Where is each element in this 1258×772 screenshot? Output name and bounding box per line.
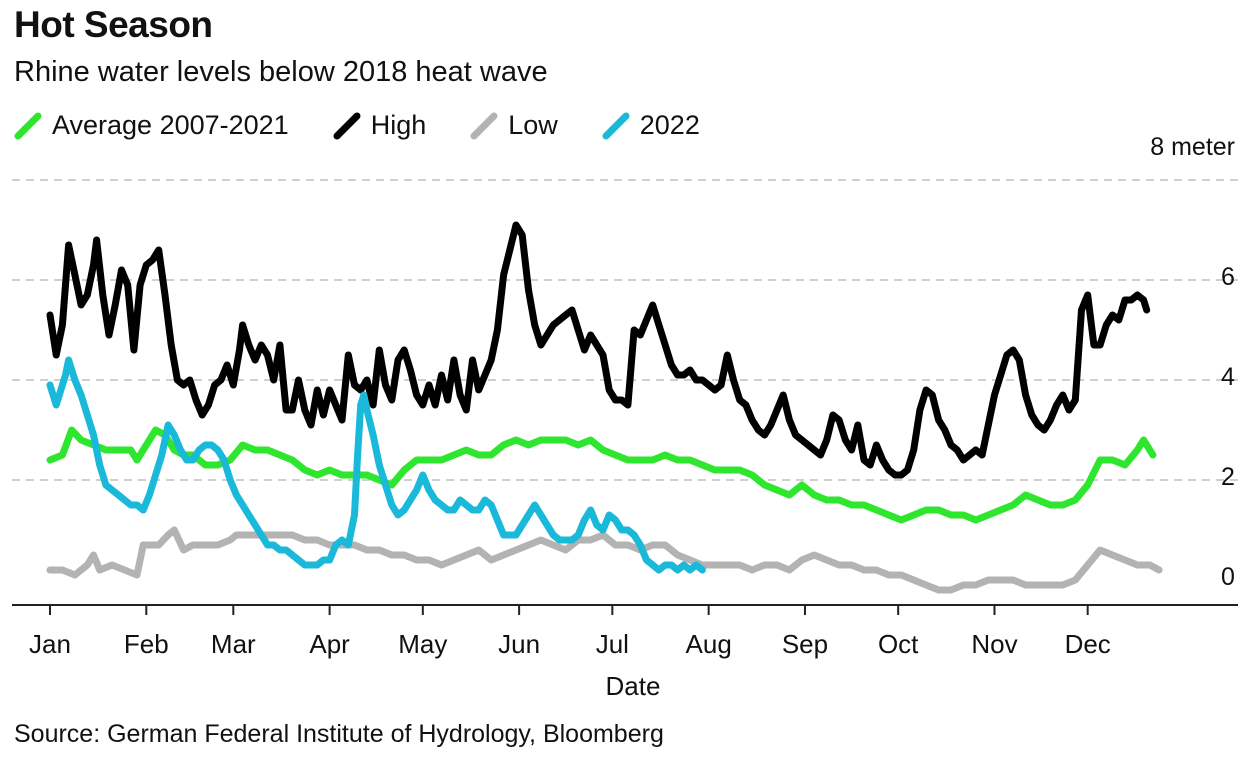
- legend-item: Low: [470, 110, 558, 141]
- legend-item: Average 2007-2021: [14, 110, 289, 141]
- legend-swatch-icon: [333, 112, 361, 139]
- legend-swatch-icon: [14, 112, 42, 139]
- series-line-average-2007-2021: [46, 426, 1157, 524]
- x-tick-label: Jan: [29, 629, 71, 659]
- gridlines: 0 2 4 6 8 meter: [12, 133, 1238, 591]
- source-note: Source: German Federal Institute of Hydr…: [14, 720, 664, 748]
- y-unit-label: 8 meter: [1150, 133, 1235, 161]
- x-tick-label: Feb: [124, 629, 169, 659]
- y-tick-label: 0: [1221, 563, 1235, 591]
- x-tick-label: Sep: [782, 629, 828, 659]
- x-tick-label: Apr: [309, 629, 350, 659]
- x-tick-label: May: [398, 629, 447, 659]
- legend-item: High: [333, 110, 427, 141]
- series-line-high: [46, 221, 1151, 479]
- x-tick-label: Nov: [971, 629, 1017, 659]
- legend-label: High: [370, 110, 427, 140]
- legend-label: 2022: [639, 110, 700, 140]
- legend-label: Average 2007-2021: [52, 110, 289, 140]
- legend-item: 2022: [602, 110, 700, 141]
- series-line-2022: [46, 356, 706, 574]
- x-tick-label: Aug: [686, 629, 732, 659]
- series-line-low: [46, 526, 1163, 594]
- chart-subtitle: Rhine water levels below 2018 heat wave: [14, 56, 548, 88]
- chart-legend: Average 2007-2021 High Low 2022: [14, 110, 744, 141]
- x-tick-label: Oct: [878, 629, 919, 659]
- x-axis-label: Date: [606, 671, 661, 701]
- y-tick-label: 6: [1221, 263, 1235, 291]
- series-lines: [46, 221, 1163, 594]
- x-tick-label: Mar: [211, 629, 256, 659]
- legend-label: Low: [508, 110, 558, 140]
- legend-swatch-icon: [602, 112, 630, 139]
- y-tick-label: 2: [1221, 463, 1235, 491]
- x-tick-label: Jun: [498, 629, 540, 659]
- y-tick-label: 4: [1221, 363, 1235, 391]
- chart-title: Hot Season: [14, 4, 213, 45]
- x-axis: Jan Feb Mar Apr May Jun Jul Aug Sep Oct Nov Dec Date: [12, 604, 1238, 701]
- x-tick-label: Jul: [596, 629, 629, 659]
- x-tick-label: Dec: [1065, 629, 1111, 659]
- legend-swatch-icon: [470, 112, 498, 139]
